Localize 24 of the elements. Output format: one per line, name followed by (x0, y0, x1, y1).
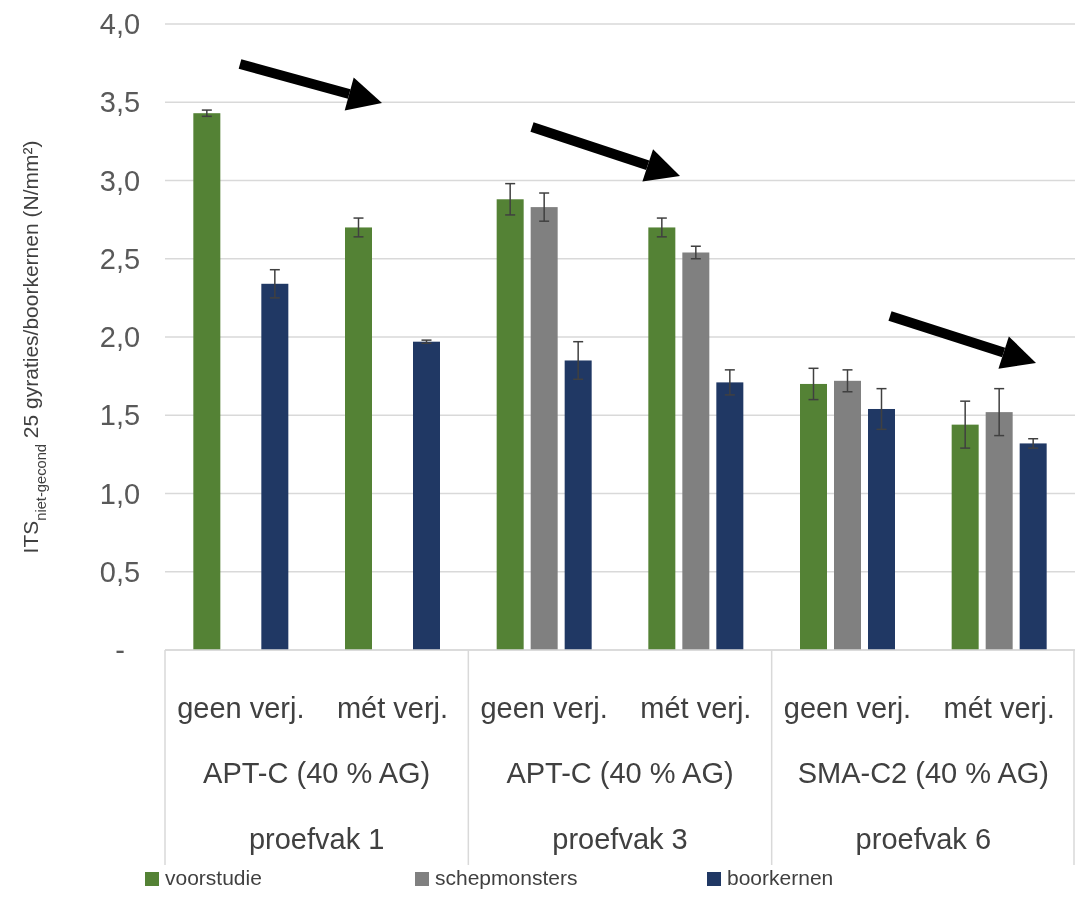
text: SMA-C2 (40 % AG) (797, 757, 1050, 789)
text: APT-C (40 % AG) (203, 757, 431, 789)
legend-label: boorkernen (727, 866, 834, 889)
y-tick-label: 0,5 (99, 555, 141, 588)
y-tick-label: 3,5 (99, 86, 141, 119)
text: APT-C (40 % AG) (506, 757, 734, 789)
x-tick-label: mét verj. (640, 692, 752, 724)
x-tick-label: mét verj. (336, 692, 449, 724)
text: proefvak 3 (552, 823, 688, 855)
y-tick-label: 1,5 (99, 399, 141, 432)
y-tick-label: 4,0 (99, 8, 141, 41)
x-tick-label: geen verj. (177, 692, 305, 724)
x-tick-label: geen verj. (480, 692, 608, 724)
text: proefvak 6 (855, 823, 992, 855)
x-tick-label: geen verj. (783, 692, 912, 724)
y-tick-label: 2,0 (99, 321, 141, 354)
y-tick-label: - (115, 634, 125, 667)
y-tick-label: 3,0 (99, 164, 141, 197)
legend-label: schepmonsters (435, 866, 578, 889)
legend-label: voorstudie (165, 866, 262, 889)
y-tick-label: 2,5 (99, 242, 141, 275)
x-tick-label: mét verj. (943, 692, 1055, 724)
y-tick-label: 1,0 (99, 477, 141, 510)
text: proefvak 1 (248, 823, 385, 855)
